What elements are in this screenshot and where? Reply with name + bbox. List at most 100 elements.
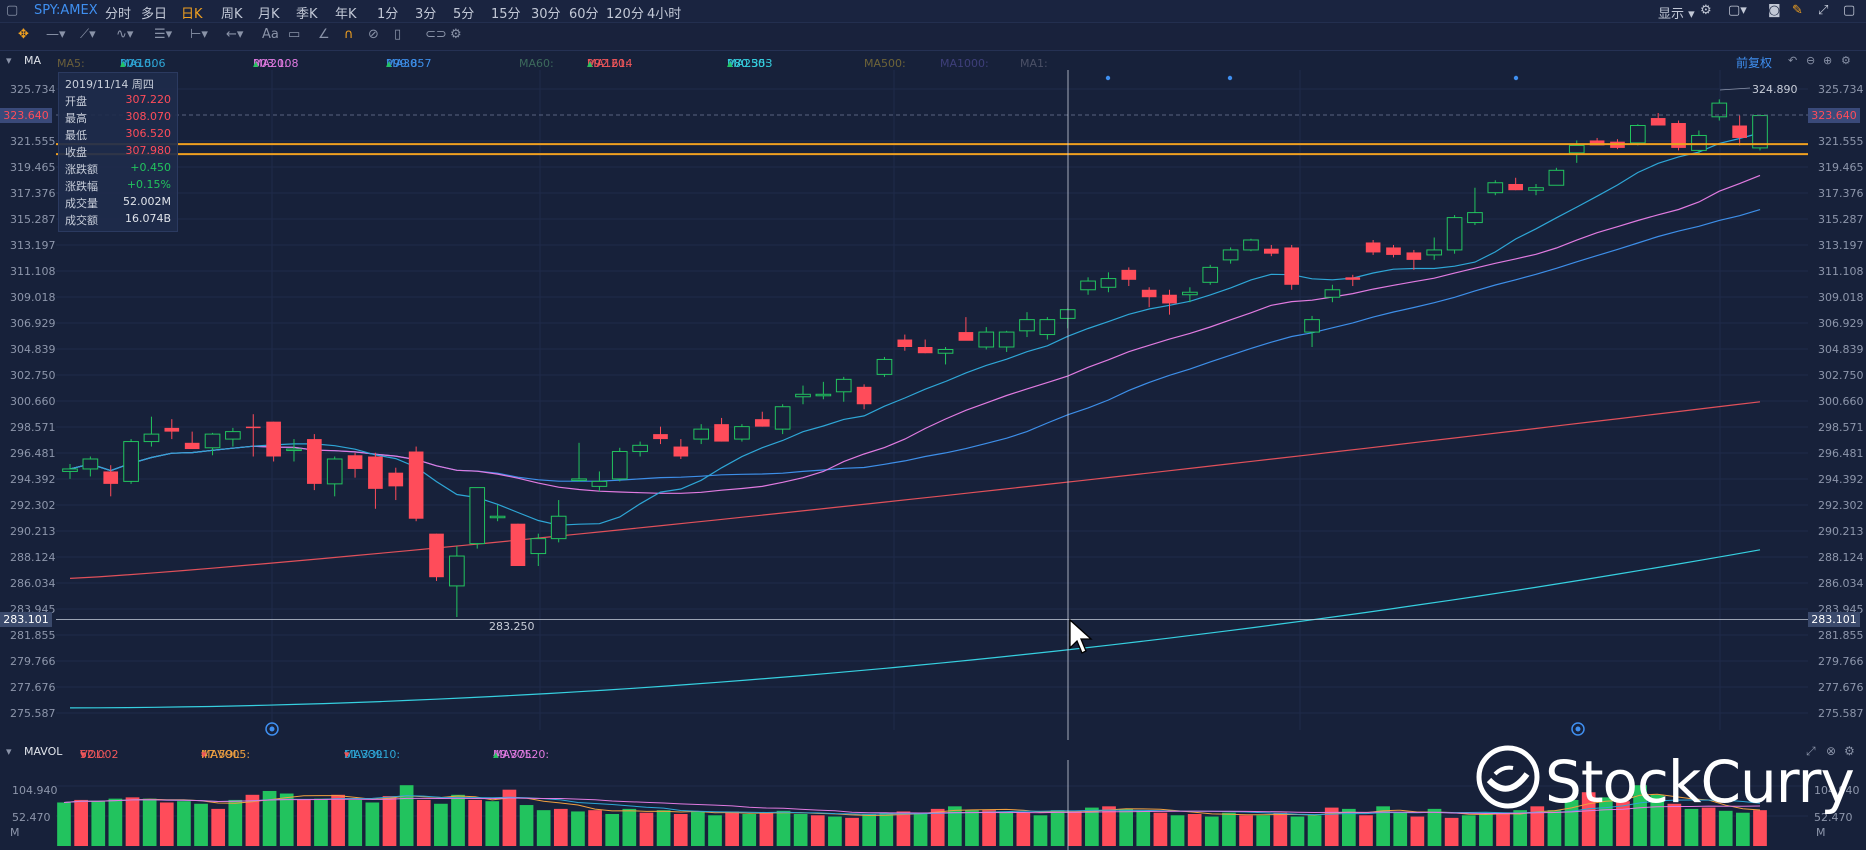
- collapse-icon[interactable]: ▾: [6, 54, 12, 67]
- measure-tool-icon[interactable]: ⊢▾: [190, 27, 208, 42]
- symbol-label[interactable]: SPY:AMEX: [34, 3, 98, 18]
- volume-bar: [159, 802, 174, 846]
- sidebar-toggle-icon[interactable]: ▢: [6, 3, 19, 18]
- down-arrow-icon: ▾: [201, 748, 207, 761]
- chart-settings-icon[interactable]: ⚙: [1841, 54, 1851, 67]
- volume-bar: [828, 816, 842, 846]
- mavol-title[interactable]: MAVOL: [24, 745, 63, 758]
- price-tick-right: 311.108: [1818, 265, 1864, 278]
- delete-icon[interactable]: ▯: [394, 27, 402, 42]
- price-chart[interactable]: 325.734 325.734 321.555 321.555 319.465 319.4…: [0, 70, 1866, 740]
- magnet-icon[interactable]: ∩: [344, 27, 354, 42]
- candle-body-down: [1121, 269, 1137, 280]
- candle-body-down: [1406, 252, 1422, 260]
- display-menu[interactable]: 显示 ▾: [1658, 7, 1695, 22]
- zoom-in-icon[interactable]: ⊕: [1823, 54, 1833, 67]
- draw-pen-icon[interactable]: ✎: [1792, 3, 1803, 18]
- candle-body-down: [1141, 289, 1157, 298]
- info-value: +0.450: [130, 161, 171, 174]
- camera-icon[interactable]: ◙: [1768, 3, 1781, 18]
- period-30min[interactable]: 30分: [531, 7, 561, 22]
- price-tick-right: 304.839: [1818, 343, 1864, 356]
- layout-icon[interactable]: ▢▾: [1728, 3, 1747, 18]
- line-tool-icon[interactable]: —▾: [46, 27, 66, 42]
- price-tick-right: 300.660: [1818, 395, 1864, 408]
- volume-bar: [1393, 812, 1408, 846]
- link-icon[interactable]: ⊂⊃: [425, 27, 447, 42]
- info-value: 307.220: [125, 93, 172, 106]
- period-60min[interactable]: 60分: [569, 7, 599, 22]
- price-tick-left: 296.481: [10, 447, 56, 460]
- volume-bar: [536, 810, 551, 846]
- info-value: 16.074B: [124, 212, 171, 225]
- period-1min[interactable]: 1分: [377, 7, 399, 22]
- info-value: +0.15%: [126, 178, 171, 191]
- period-15min[interactable]: 15分: [491, 7, 521, 22]
- mavol20-label: MAVOL20:: [493, 748, 550, 761]
- toolbar-settings-icon[interactable]: ⚙: [450, 27, 462, 42]
- channel-tool-icon[interactable]: ☰▾: [154, 27, 173, 42]
- period-monthly[interactable]: 月K: [258, 7, 280, 22]
- candle-body-up: [1100, 278, 1117, 288]
- pane-settings-icon[interactable]: ⚙: [1844, 744, 1855, 758]
- ma-title[interactable]: MA: [24, 54, 42, 67]
- settings-icon[interactable]: ⚙: [1700, 3, 1712, 18]
- ohlc-info-box: 2019/11/14 周四 开盘 307.220 最高 308.070 最低 306.…: [58, 72, 178, 232]
- expand-icon[interactable]: ⤢: [1806, 744, 1816, 758]
- adjust-mode-button[interactable]: 前复权: [1736, 56, 1773, 70]
- info-turnover-row: 成交额 16.074B: [63, 211, 173, 228]
- volume-bar: [1170, 815, 1185, 846]
- zoom-out-icon[interactable]: ⊖: [1806, 54, 1816, 67]
- period-yearly[interactable]: 年K: [335, 7, 357, 22]
- close-pane-icon[interactable]: ⊗: [1826, 744, 1837, 758]
- candle-body-up: [998, 331, 1015, 348]
- candle-body-up: [1752, 115, 1768, 149]
- period-multiday[interactable]: 多日: [141, 7, 168, 22]
- period-daily[interactable]: 日K: [181, 7, 203, 22]
- arrow-tool-icon[interactable]: ←▾: [226, 27, 244, 42]
- price-tick-right: 290.213: [1818, 525, 1864, 538]
- candle-body-up: [143, 433, 160, 443]
- price-tick-left: 306.929: [10, 317, 56, 330]
- volume-bar: [365, 802, 380, 846]
- ma20-label: MA20:: [253, 57, 288, 70]
- volume-bar: [1701, 807, 1716, 846]
- polyline-tool-icon[interactable]: ⟋▾: [80, 27, 96, 42]
- move-icon[interactable]: ✥: [18, 27, 29, 42]
- volume-bar: [1067, 810, 1082, 846]
- volume-bar: [74, 799, 88, 846]
- volume-bar: [913, 812, 928, 846]
- candle-body-up: [1426, 249, 1443, 256]
- period-4hour[interactable]: 4小时: [647, 7, 682, 22]
- ruler-icon[interactable]: ∠: [318, 27, 330, 42]
- volume-bar: [1496, 812, 1510, 846]
- wave-tool-icon[interactable]: ∿▾: [116, 27, 134, 42]
- period-120min[interactable]: 120分: [606, 7, 644, 22]
- candle-body-down: [1589, 140, 1605, 146]
- period-quarterly[interactable]: 季K: [296, 7, 318, 22]
- collapse-icon[interactable]: ▾: [6, 745, 12, 758]
- period-bar: ▢ SPY:AMEX 分时 多日 日K 周K 月K 季K 年K 1分 3分 5分…: [0, 0, 1866, 23]
- event-dot: [1105, 75, 1111, 81]
- period-3min[interactable]: 3分: [415, 7, 437, 22]
- text-tool-icon[interactable]: Aa: [262, 27, 279, 42]
- candle-body-up: [1243, 239, 1259, 251]
- window-icon[interactable]: ▢: [1843, 3, 1856, 18]
- fullscreen-icon[interactable]: ⤢: [1818, 3, 1829, 18]
- candle-body-down: [1365, 242, 1381, 253]
- info-key: 收盘: [65, 146, 87, 159]
- volume-bar: [1256, 815, 1271, 846]
- period-weekly[interactable]: 周K: [221, 7, 243, 22]
- candle-body-down: [103, 471, 119, 484]
- comment-icon[interactable]: ▭: [288, 27, 301, 42]
- hide-drawings-icon[interactable]: ⊘: [368, 27, 379, 42]
- period-5min[interactable]: 5分: [453, 7, 475, 22]
- undo-icon[interactable]: ↶: [1788, 54, 1798, 67]
- info-value: 306.520: [125, 127, 172, 140]
- volume-bar: [382, 796, 397, 846]
- dividend-marker-dot: [1575, 726, 1581, 732]
- vol-tick-top: 104.940: [12, 784, 58, 797]
- drawing-toolbar: ✥ —▾ ⟋▾ ∿▾ ☰▾ ⊢▾ ←▾ Aa ▭ ∠ ∩ ⊘ ▯ ⊂⊃ ⚙: [0, 23, 1866, 51]
- volume-chart[interactable]: [0, 760, 1866, 850]
- period-fenshi[interactable]: 分时: [105, 7, 132, 22]
